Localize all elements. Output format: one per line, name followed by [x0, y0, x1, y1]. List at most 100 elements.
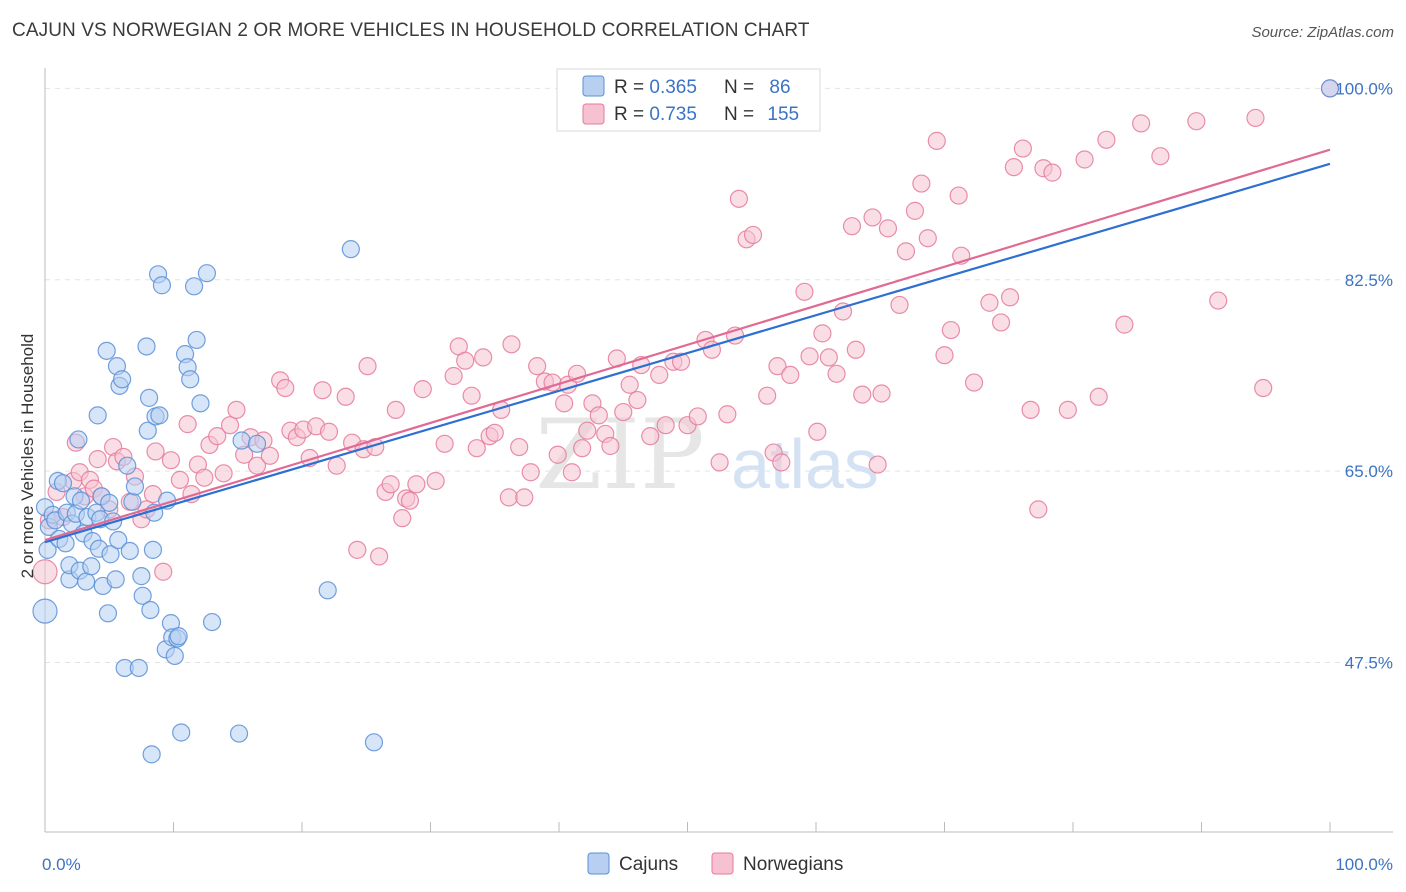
norwegian-point	[846, 340, 865, 359]
cajun-point	[88, 406, 107, 425]
norwegian-point	[220, 416, 240, 435]
norwegian-point	[1043, 163, 1062, 182]
norwegian-point	[1058, 400, 1077, 419]
cajun-point	[32, 598, 58, 624]
norwegian-point	[393, 509, 412, 528]
norwegian-point	[795, 282, 814, 301]
x-tick-labels: 0.0% 100.0%	[42, 855, 1393, 874]
norwegian-point	[1021, 400, 1040, 419]
norwegian-point	[276, 378, 295, 398]
cajun-point	[125, 477, 145, 496]
norwegian-point	[1004, 158, 1023, 177]
y-tick-label: 47.5%	[1345, 654, 1393, 673]
source-label: Source: ZipAtlas.com	[1251, 24, 1394, 41]
legend-swatch-cajuns	[582, 75, 605, 97]
norwegian-point	[656, 416, 675, 435]
norwegian-point	[214, 464, 233, 483]
norwegian-point	[485, 423, 504, 442]
norwegian-point	[842, 217, 862, 236]
norwegian-point	[1254, 378, 1273, 398]
cajun-point	[229, 724, 249, 743]
cajun-point	[132, 567, 151, 586]
norwegian-point	[426, 471, 445, 491]
norwegian-point	[170, 470, 190, 489]
cajun-point	[364, 733, 384, 752]
norwegian-point	[413, 380, 432, 399]
norwegian-point	[964, 373, 984, 392]
norwegian-point	[872, 384, 891, 403]
cajun-point	[1320, 79, 1340, 98]
legend-r-label: R =	[614, 77, 649, 98]
norwegian-point	[1246, 108, 1265, 128]
norwegian-point	[628, 390, 647, 410]
norwegian-point	[467, 439, 486, 458]
cajun-point	[82, 557, 101, 576]
norwegian-point	[562, 463, 581, 482]
norwegian-point	[313, 381, 332, 400]
norwegian-point	[462, 386, 481, 405]
cajun-point	[120, 541, 139, 561]
norwegian-point	[905, 201, 925, 220]
norwegian-point	[614, 402, 633, 422]
norwegian-point	[195, 468, 214, 487]
norwegian-point	[601, 436, 620, 456]
cajun-point	[341, 240, 360, 259]
legend-bottom: Cajuns Norwegians	[587, 852, 843, 875]
norwegian-point	[327, 456, 346, 475]
cajun-point	[181, 370, 200, 389]
norwegian-point	[772, 453, 791, 472]
norwegian-point	[827, 364, 846, 383]
norwegian-point	[1000, 288, 1020, 307]
norwegian-point	[641, 427, 660, 446]
norwegian-point	[589, 406, 608, 425]
cajun-point	[138, 421, 157, 440]
norwegian-point	[161, 451, 181, 470]
cajun-point	[129, 658, 148, 678]
norwegian-point	[247, 456, 267, 475]
cajun-point	[197, 264, 217, 283]
svg-text:N = 86: N = 86	[724, 77, 791, 98]
norwegian-point	[32, 559, 58, 585]
norwegian-point	[1209, 291, 1228, 310]
svg-text:N = 155: N = 155	[724, 104, 799, 125]
norwegian-point	[710, 453, 729, 472]
trend-lines	[44, 148, 1331, 544]
norwegian-point	[515, 488, 534, 507]
watermark-atlas: atlas	[731, 425, 879, 503]
legend-top: R = 0.365 N = 86 R = 0.735 N = 155	[556, 68, 821, 132]
legend-r-value-cajuns: 0.365	[649, 77, 697, 98]
norwegian-point	[1187, 112, 1206, 131]
norwegian-point	[521, 463, 540, 482]
cajun-point	[172, 723, 191, 742]
cajun-point	[97, 341, 116, 360]
cajun-point	[112, 370, 132, 389]
y-tick-label: 100.0%	[1335, 79, 1393, 98]
cajun-point	[100, 493, 119, 512]
norwegian-point	[688, 407, 707, 426]
x-tick-label-max: 100.0%	[1335, 855, 1393, 874]
norwegian-point	[548, 445, 567, 464]
norwegian-point	[502, 335, 521, 354]
cajun-point	[318, 581, 337, 600]
cajun-point	[184, 277, 204, 296]
cajun-point	[169, 627, 188, 646]
norwegian-point	[758, 386, 777, 405]
norwegian-point	[620, 375, 639, 394]
norwegian-point	[499, 488, 518, 507]
norwegian-point	[319, 422, 339, 441]
norwegian-point	[890, 295, 909, 315]
norwegian-point	[853, 385, 872, 404]
norwegian-point	[743, 225, 763, 245]
cajun-point	[123, 492, 142, 511]
legend-bottom-swatch-norwegians	[711, 852, 734, 875]
cajun-point	[69, 430, 88, 449]
norwegian-point	[407, 475, 426, 494]
norwegian-point	[435, 434, 454, 453]
y-axis-label: 2 or more Vehicles in Household	[18, 334, 37, 579]
cajun-point	[139, 388, 159, 407]
legend-bottom-label-cajuns: Cajuns	[619, 854, 678, 875]
norwegian-point	[1075, 150, 1094, 169]
svg-text:R = 0.365: R = 0.365	[614, 77, 697, 98]
norwegian-point	[991, 313, 1011, 332]
